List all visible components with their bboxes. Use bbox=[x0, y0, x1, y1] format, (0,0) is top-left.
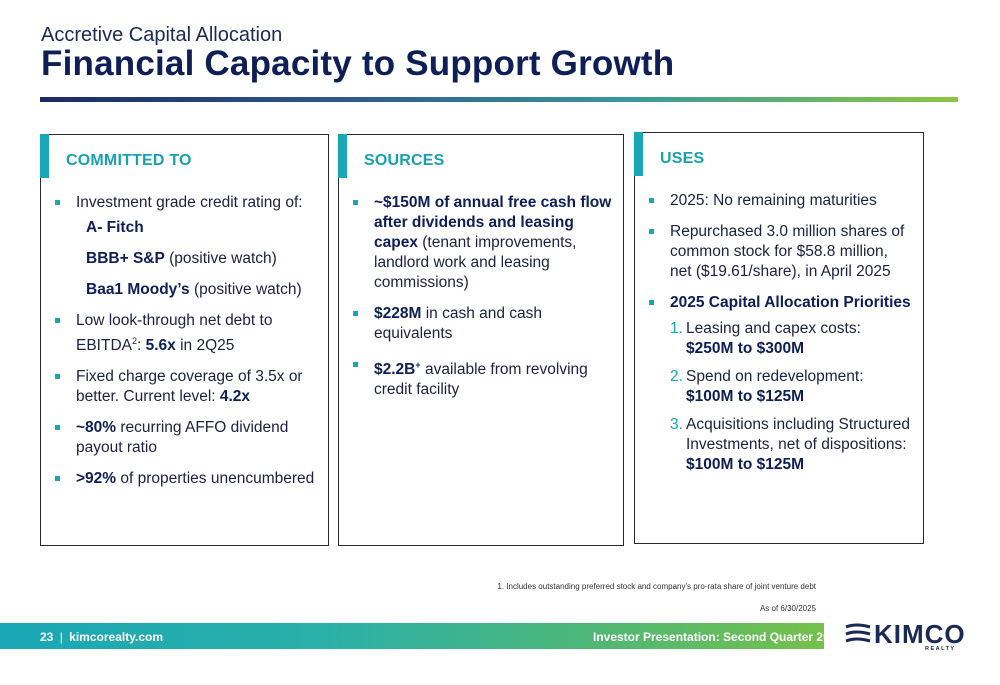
page-number: 23 bbox=[40, 630, 54, 644]
kimco-stripes-icon bbox=[845, 623, 871, 643]
list-item: $2.2B+ available from revolving credit f… bbox=[353, 355, 613, 400]
priority-item: 3. Acquisitions including Structured Inv… bbox=[670, 416, 911, 473]
kimco-logo: KIMCO REALTY bbox=[844, 618, 965, 654]
panel-accent-tab bbox=[40, 134, 49, 178]
rating-moodys: Baa1 Moody’s (positive watch) bbox=[86, 281, 302, 298]
logo-subtext: REALTY bbox=[925, 646, 956, 652]
priorities-list: 1. Leasing and capex costs: $250M to $300… bbox=[670, 319, 913, 475]
square-bullet-icon bbox=[649, 300, 654, 305]
list-item: Fixed charge coverage of 3.5x or better.… bbox=[55, 367, 318, 407]
website-link[interactable]: kimcorealty.com bbox=[69, 630, 163, 644]
committed-heading: COMMITTED TO bbox=[66, 152, 192, 169]
page-title: Financial Capacity to Support Growth bbox=[41, 44, 675, 83]
priority-item: 2. Spend on redevelopment: $100M to $125M bbox=[670, 368, 864, 405]
rating-fitch: A- Fitch bbox=[86, 219, 144, 236]
square-bullet-icon bbox=[353, 362, 358, 367]
uses-heading: USES bbox=[660, 150, 705, 167]
footnote: 1. Includes outstanding preferred stock … bbox=[497, 582, 816, 591]
panel-accent-tab bbox=[338, 134, 347, 178]
uses-panel: USES 2025: No remaining maturities Repur… bbox=[634, 132, 924, 544]
title-rule bbox=[40, 97, 958, 102]
list-item: >92% of properties unencumbered bbox=[55, 469, 318, 489]
square-bullet-icon bbox=[353, 311, 358, 316]
square-bullet-icon bbox=[649, 198, 654, 203]
committed-panel: COMMITTED TO Investment grade credit rat… bbox=[40, 134, 329, 546]
uses-list: 2025: No remaining maturities Repurchase… bbox=[649, 191, 913, 486]
square-bullet-icon bbox=[649, 229, 654, 234]
logo-wordmark: KIMCO bbox=[874, 619, 966, 649]
as-of-date: As of 6/30/2025 bbox=[759, 604, 816, 613]
list-item: 2025: No remaining maturities bbox=[649, 191, 913, 211]
rating-list: A- Fitch BBB+ S&P (positive watch) Baa1 … bbox=[76, 218, 318, 300]
square-bullet-icon bbox=[353, 200, 358, 205]
page-subtitle: Accretive Capital Allocation bbox=[41, 24, 283, 46]
rating-sp: BBB+ S&P (positive watch) bbox=[86, 250, 277, 267]
list-item: Repurchased 3.0 million shares of common… bbox=[649, 222, 913, 282]
list-item: 2025 Capital Allocation Priorities 1. Le… bbox=[649, 293, 913, 475]
sources-list: ~$150M of annual free cash flow after di… bbox=[353, 193, 613, 411]
list-item: Low look-through net debt to EBITDA2: 5.… bbox=[55, 311, 318, 356]
list-item: $228M in cash and cash equivalents bbox=[353, 304, 613, 344]
square-bullet-icon bbox=[55, 200, 60, 205]
footer-bar bbox=[0, 623, 824, 649]
committed-list: Investment grade credit rating of: A- Fi… bbox=[55, 193, 318, 500]
panel-accent-tab bbox=[634, 132, 643, 176]
list-item: ~$150M of annual free cash flow after di… bbox=[353, 193, 613, 293]
list-item: Investment grade credit rating of: A- Fi… bbox=[55, 193, 318, 300]
square-bullet-icon bbox=[55, 425, 60, 431]
footer-separator: | bbox=[59, 630, 63, 644]
rating-intro: Investment grade credit rating of: bbox=[76, 194, 303, 211]
square-bullet-icon bbox=[55, 318, 60, 323]
list-item: ~80% recurring AFFO dividend payout rati… bbox=[55, 418, 318, 458]
priority-item: 1. Leasing and capex costs: $250M to $300… bbox=[670, 320, 861, 357]
presentation-label: Investor Presentation: Second Quarter 20… bbox=[593, 630, 844, 644]
sources-panel: SOURCES ~$150M of annual free cash flow … bbox=[338, 134, 624, 546]
footer-left: 23 | kimcorealty.com bbox=[40, 630, 163, 644]
square-bullet-icon bbox=[55, 374, 60, 380]
sources-heading: SOURCES bbox=[364, 152, 445, 169]
square-bullet-icon bbox=[55, 476, 60, 482]
